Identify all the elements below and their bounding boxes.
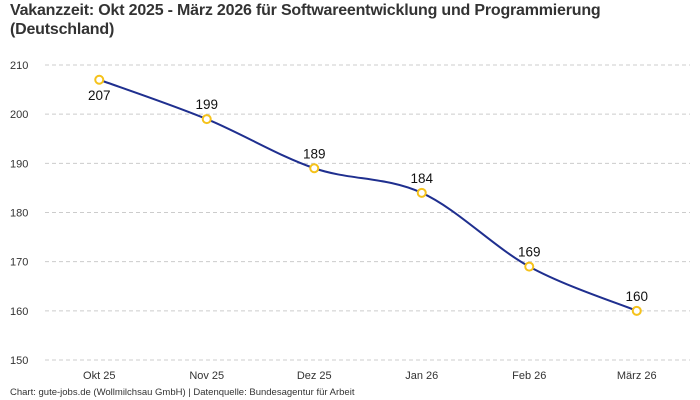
data-point xyxy=(94,74,105,85)
series-line xyxy=(98,78,638,312)
x-tick-label: Dez 25 xyxy=(297,370,332,382)
y-tick-label: 160 xyxy=(10,306,28,318)
chart-title: Vakanzzeit: Okt 2025 - März 2026 für Sof… xyxy=(10,2,601,38)
x-tick-label: Nov 25 xyxy=(189,370,224,382)
x-tick-label: Feb 26 xyxy=(512,370,546,382)
data-label: 199 xyxy=(195,97,218,112)
x-tick-label: März 26 xyxy=(617,370,657,382)
x-tick-label: Okt 25 xyxy=(83,370,115,382)
data-point xyxy=(309,163,320,174)
data-label: 169 xyxy=(518,245,541,260)
y-tick-label: 200 xyxy=(10,109,28,121)
chart-footer: Chart: gute-jobs.de (Wollmilchsau GmbH) … xyxy=(10,387,355,398)
data-point xyxy=(416,187,427,198)
y-tick-label: 170 xyxy=(10,257,28,269)
y-tick-label: 210 xyxy=(10,60,28,72)
y-tick-label: 190 xyxy=(10,158,28,170)
data-point xyxy=(201,114,212,125)
data-label: 160 xyxy=(625,289,648,304)
x-tick-label: Jan 26 xyxy=(405,370,438,382)
data-label: 207 xyxy=(88,88,111,103)
data-label: 189 xyxy=(303,146,326,161)
data-point xyxy=(524,261,535,272)
data-point xyxy=(631,305,642,316)
data-label: 184 xyxy=(410,171,433,186)
y-tick-label: 150 xyxy=(10,355,28,367)
y-tick-label: 180 xyxy=(10,208,28,220)
